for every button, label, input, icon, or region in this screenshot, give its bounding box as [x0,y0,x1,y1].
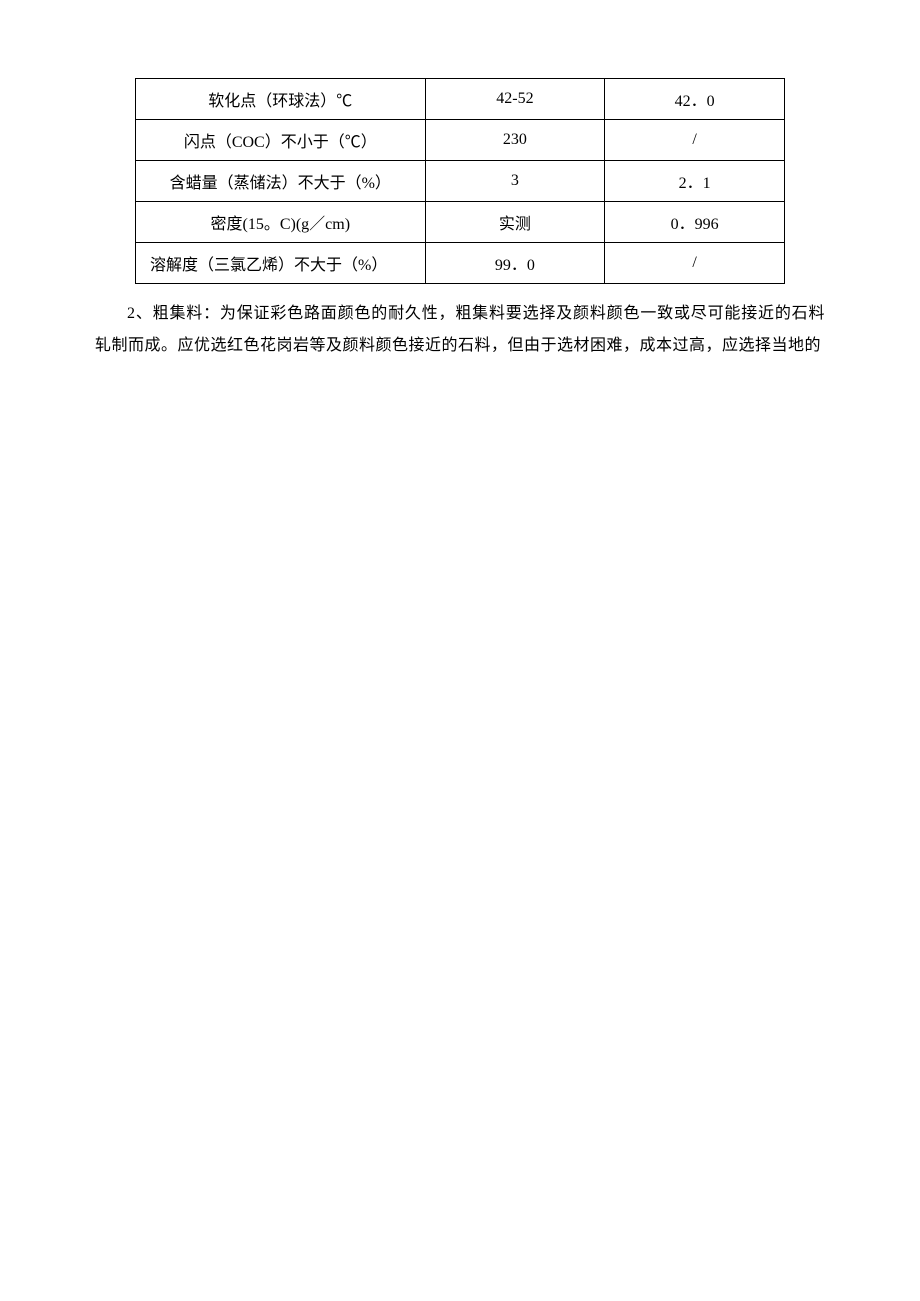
table-cell-value: / [605,243,785,284]
table-cell-name: 含蜡量（蒸储法）不大于（%） [136,161,426,202]
table-row: 闪点（COC）不小于（℃） 230 / [136,120,785,161]
table-cell-name: 软化点（环球法）℃ [136,79,426,120]
table-cell-value: 2．1 [605,161,785,202]
table-cell-spec: 3 [425,161,605,202]
body-paragraph: 2、粗集料：为保证彩色路面颜色的耐久性，粗集料要选择及颜料颜色一致或尽可能接近的… [95,298,825,362]
specification-table: 软化点（环球法）℃ 42-52 42．0 闪点（COC）不小于（℃） 230 /… [135,78,785,284]
paragraph-text: 2、粗集料：为保证彩色路面颜色的耐久性，粗集料要选择及颜料颜色一致或尽可能接近的… [95,305,825,354]
table-cell-spec: 99．0 [425,243,605,284]
table-cell-name: 溶解度（三氯乙烯）不大于（%） [136,243,426,284]
table-cell-value: 42．0 [605,79,785,120]
table-cell-name: 密度(15。C)(g／cm) [136,202,426,243]
table-cell-name: 闪点（COC）不小于（℃） [136,120,426,161]
table-row: 软化点（环球法）℃ 42-52 42．0 [136,79,785,120]
table-body: 软化点（环球法）℃ 42-52 42．0 闪点（COC）不小于（℃） 230 /… [136,79,785,284]
table-row: 密度(15。C)(g／cm) 实测 0．996 [136,202,785,243]
table-cell-value: / [605,120,785,161]
table-cell-spec: 42-52 [425,79,605,120]
table-row: 溶解度（三氯乙烯）不大于（%） 99．0 / [136,243,785,284]
table-cell-spec: 实测 [425,202,605,243]
table-row: 含蜡量（蒸储法）不大于（%） 3 2．1 [136,161,785,202]
table-cell-value: 0．996 [605,202,785,243]
table-cell-spec: 230 [425,120,605,161]
